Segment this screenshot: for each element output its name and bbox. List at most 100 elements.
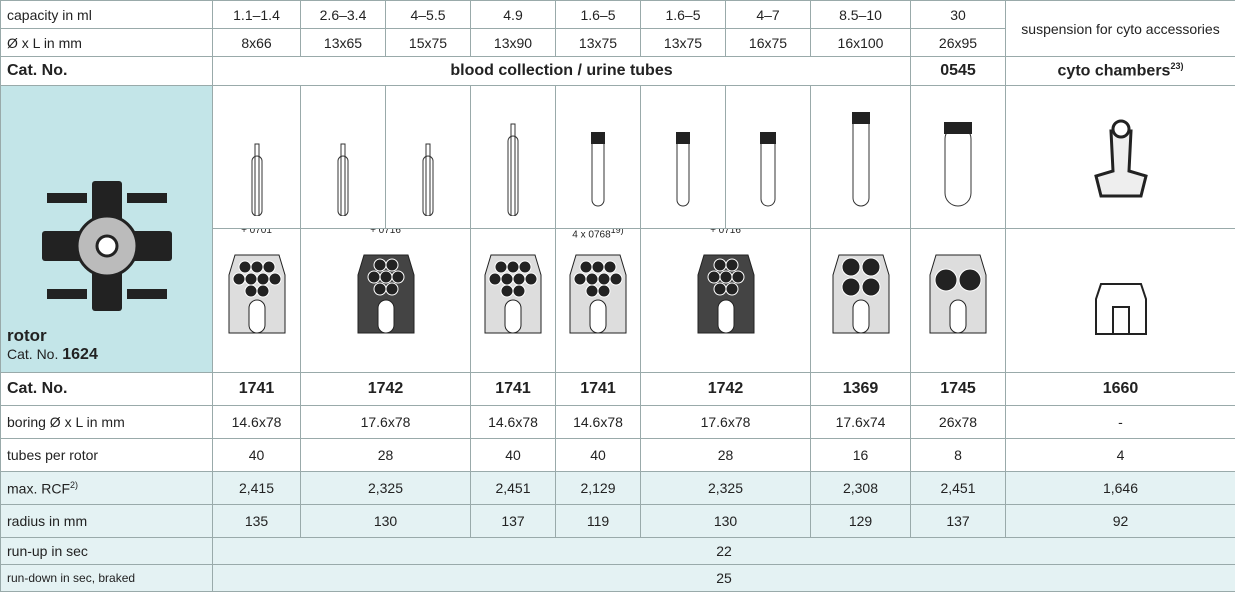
tube-cell	[641, 86, 726, 229]
cell: 1.6–5	[641, 1, 726, 29]
footnote: 19)	[611, 229, 624, 236]
cell: 8	[911, 439, 1006, 472]
cell: 40	[471, 439, 556, 472]
illustration	[227, 245, 287, 335]
tube-cell	[386, 86, 471, 229]
cell: 25	[213, 565, 1235, 592]
row-label-text: radius in mm	[7, 513, 87, 529]
cell: 2,325	[301, 472, 471, 505]
cell: 4.9	[471, 1, 556, 29]
row-label: boring Ø x L in mm	[1, 406, 213, 439]
row-label: max. RCF2)	[1, 472, 213, 505]
adapter-label	[815, 229, 906, 240]
illustration	[928, 245, 988, 335]
adapter-label: + 0716	[305, 229, 466, 240]
tube-cell	[213, 86, 301, 229]
illustration	[568, 245, 628, 335]
row-label: capacity in ml	[1, 1, 213, 29]
row-label: Cat. No.	[1, 373, 213, 406]
adapter-text: 4 x 0768	[572, 229, 610, 240]
cell: 130	[301, 505, 471, 538]
cyto-label: cyto chambers23)	[1006, 57, 1235, 86]
row-label-text: run-up in sec	[7, 543, 88, 559]
adapter-label: 4 x 076819)	[560, 229, 636, 240]
cell: 13x75	[556, 29, 641, 57]
cell: 2,129	[556, 472, 641, 505]
adapter-label: + 0716	[645, 229, 806, 240]
spec-table: capacity in ml1.1–1.42.6–3.44–5.54.91.6–…	[0, 0, 1235, 592]
adapter-text: + 0716	[710, 229, 741, 237]
bucket-cell	[1006, 229, 1235, 373]
cell: 119	[556, 505, 641, 538]
row-label: radius in mm	[1, 505, 213, 538]
illustration	[831, 245, 891, 335]
illustration	[413, 96, 443, 216]
cell: 40	[213, 439, 301, 472]
cell: 4	[1006, 439, 1235, 472]
cell: 1660	[1006, 373, 1235, 406]
illustration	[483, 245, 543, 335]
illustration	[328, 96, 358, 216]
suspension-label: suspension for cyto accessories	[1006, 1, 1235, 57]
bucket-cell	[911, 229, 1006, 373]
bucket-cell: + 0716	[301, 229, 471, 373]
cell: 2,308	[811, 472, 911, 505]
cell: 1.1–1.4	[213, 1, 301, 29]
bucket-cell: 4 x 076819)	[556, 229, 641, 373]
row-label: Cat. No.	[1, 57, 213, 86]
cell: 26x78	[911, 406, 1006, 439]
cell: 92	[1006, 505, 1235, 538]
cell: 2.6–3.4	[301, 1, 386, 29]
bucket-cell	[471, 229, 556, 373]
cell: 4–5.5	[386, 1, 471, 29]
cell: 16	[811, 439, 911, 472]
illustration	[242, 96, 272, 216]
cell: 1742	[641, 373, 811, 406]
cell: 1.6–5	[556, 1, 641, 29]
footnote: 2)	[70, 480, 78, 490]
cell: 26x95	[911, 29, 1006, 57]
cell: 30	[911, 1, 1006, 29]
cell: 14.6x78	[213, 406, 301, 439]
page: capacity in ml1.1–1.42.6–3.44–5.54.91.6–…	[0, 0, 1235, 591]
row-label: Ø x L in mm	[1, 29, 213, 57]
cell: 135	[213, 505, 301, 538]
cyto-text: cyto chambers	[1058, 63, 1171, 80]
row-label: run-up in sec	[1, 538, 213, 565]
cell: 28	[641, 439, 811, 472]
cell: 28	[301, 439, 471, 472]
cell: 2,415	[213, 472, 301, 505]
tube-cell	[301, 86, 386, 229]
cell: 17.6x78	[301, 406, 471, 439]
cat-number: 0545	[911, 57, 1006, 86]
tube-cell	[471, 86, 556, 229]
adapter-text: + 0716	[370, 229, 401, 237]
illustration	[753, 96, 783, 216]
bucket-cell: + 0701	[213, 229, 301, 373]
row-label-text: boring Ø x L in mm	[7, 414, 125, 430]
cell: 1741	[556, 373, 641, 406]
cell: 16x75	[726, 29, 811, 57]
adapter-label	[475, 229, 551, 240]
illustration	[1091, 269, 1151, 339]
cell: 137	[471, 505, 556, 538]
cell: 1369	[811, 373, 911, 406]
illustration	[943, 96, 973, 216]
cell: 2,325	[641, 472, 811, 505]
cell: 13x65	[301, 29, 386, 57]
illustration	[668, 96, 698, 216]
row-label-text: Cat. No.	[7, 380, 67, 397]
rotor-cat-prefix: Cat. No.	[7, 346, 58, 362]
cell: 17.6x74	[811, 406, 911, 439]
tube-cell	[726, 86, 811, 229]
cell: 1741	[213, 373, 301, 406]
